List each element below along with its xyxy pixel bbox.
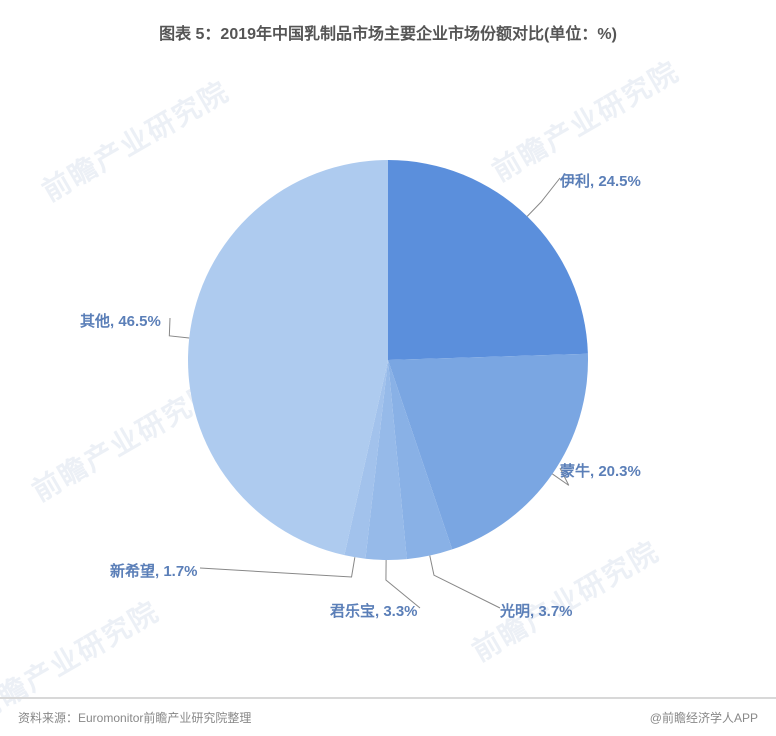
pie-slice — [388, 160, 588, 360]
leader-line — [430, 556, 500, 608]
chart-container: 图表 5：2019年中国乳制品市场主要企业市场份额对比(单位：%) 前瞻产业研究… — [0, 0, 776, 736]
slice-label: 蒙牛, 20.3% — [560, 460, 641, 481]
chart-footer: 资料来源：Euromonitor前瞻产业研究院整理 @前瞻经济学人APP — [0, 697, 776, 736]
slice-label: 其他, 46.5% — [80, 310, 161, 331]
slice-label: 新希望, 1.7% — [110, 560, 198, 581]
footer-source: 资料来源：Euromonitor前瞻产业研究院整理 — [18, 709, 251, 726]
slice-label: 伊利, 24.5% — [560, 170, 641, 191]
leader-line — [527, 178, 560, 216]
slice-label: 光明, 3.7% — [500, 600, 573, 621]
slice-label: 君乐宝, 3.3% — [330, 600, 418, 621]
leader-line — [200, 557, 355, 577]
leader-line — [169, 318, 189, 338]
pie-chart — [0, 0, 776, 700]
footer-attribution: @前瞻经济学人APP — [650, 709, 758, 726]
